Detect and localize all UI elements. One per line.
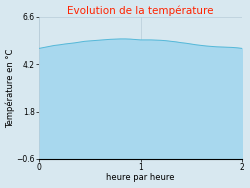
- Y-axis label: Température en °C: Température en °C: [6, 48, 15, 127]
- Title: Evolution de la température: Evolution de la température: [67, 6, 214, 16]
- X-axis label: heure par heure: heure par heure: [106, 174, 175, 182]
